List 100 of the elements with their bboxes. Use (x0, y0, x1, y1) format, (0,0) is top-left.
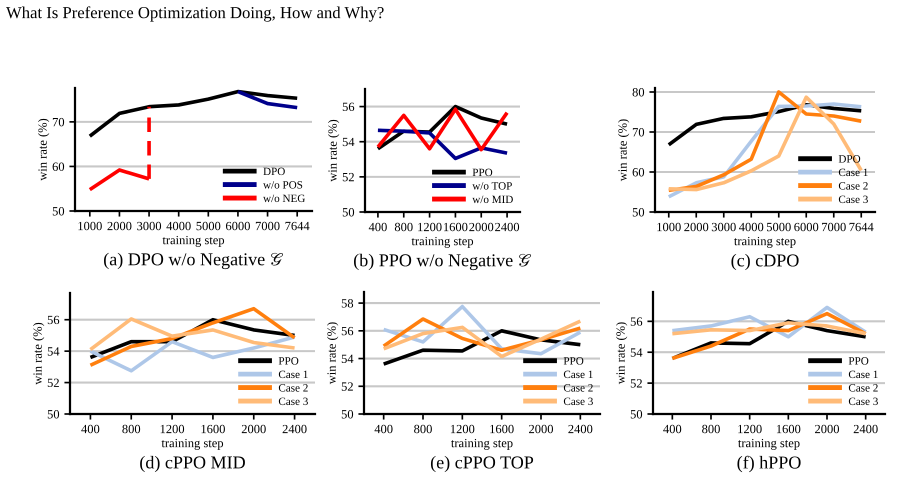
x-tick-label: 4000 (738, 222, 764, 232)
text: (f) hPPO (737, 456, 801, 472)
y-tick-label: 52 (342, 382, 353, 391)
x-tick-label: 7644 (286, 222, 310, 230)
legend-label: PPO (848, 357, 868, 365)
y-tick-label: 80 (632, 88, 644, 96)
legend-label: PPO (564, 357, 584, 365)
y-tick-label: 50 (52, 207, 64, 216)
y-tick-label: 56 (342, 102, 354, 112)
y-tick-label: 60 (632, 168, 644, 176)
y-tick-label: 54 (48, 347, 60, 356)
legend-label: Case 3 (848, 398, 878, 406)
line-series (382, 319, 582, 358)
x-tick-label: 2400 (854, 424, 878, 434)
legend-label: DPO (263, 168, 285, 176)
x-tick-label: 5000 (196, 222, 220, 230)
x-tick-label: 800 (122, 424, 140, 434)
legend-label: Case 3 (838, 196, 868, 204)
legend-label: Case 2 (838, 182, 868, 190)
y-tick-label: 70 (632, 128, 644, 136)
y-tick-label: 56 (630, 317, 642, 326)
x-tick-label: 800 (414, 424, 432, 434)
x-tick-label: 1000 (657, 222, 681, 232)
x-tick-label: 800 (702, 424, 720, 434)
y-tick-label: 54 (342, 138, 354, 146)
x-tick-label: 800 (394, 222, 413, 232)
text: What Is Preference Optimization Doing, How and Why? (6, 6, 384, 22)
x-tick-label: 7644 (850, 222, 874, 232)
x-axis-title: training step (738, 438, 800, 450)
x-tick-label: 2000 (815, 424, 840, 434)
line-series (88, 306, 296, 368)
x-tick-label: 1600 (444, 222, 468, 232)
x-axis-title: training step (162, 236, 224, 247)
x-tick-label: 1200 (450, 424, 474, 434)
x-axis-title: training step (162, 438, 224, 450)
x-tick-label: 400 (368, 222, 387, 232)
y-tick-label: 58 (342, 299, 354, 308)
x-tick-label: 1600 (202, 424, 225, 434)
x-axis-title: training step (451, 438, 513, 450)
y-tick-label: 52 (342, 172, 354, 182)
x-tick-label: 2000 (684, 222, 708, 232)
x-tick-label: 1000 (78, 222, 102, 230)
text: (c) cDPO (731, 254, 799, 270)
x-tick-label: 3000 (712, 222, 736, 232)
legend-label: Case 1 (848, 370, 878, 378)
legend-label: w/o NEG (263, 194, 305, 202)
x-tick-label: 1600 (776, 424, 800, 434)
x-tick-label: 2000 (469, 222, 494, 232)
legend-label: Case 2 (564, 384, 593, 392)
line-series (88, 317, 296, 352)
x-tick-label: 2400 (495, 222, 520, 232)
y-axis-title: win rate (%) (618, 119, 630, 182)
line-series (670, 321, 868, 336)
x-tick-label: 2000 (107, 222, 132, 230)
legend-label: w/o POS (263, 181, 302, 189)
text: (b) PPO w/o Negative 𝒢 (354, 254, 532, 270)
x-tick-label: 2400 (568, 424, 592, 434)
x-tick-label: 5000 (766, 222, 791, 232)
y-tick-label: 50 (342, 208, 354, 216)
x-tick-label: 7000 (822, 222, 846, 232)
y-tick-label: 50 (632, 208, 644, 216)
y-axis-title: win rate (%) (38, 118, 50, 181)
x-tick-label: 6000 (226, 222, 250, 230)
y-tick-label: 50 (630, 410, 642, 418)
x-tick-label: 7000 (256, 222, 280, 230)
legend-label: PPO (278, 357, 298, 365)
legend-label: DPO (838, 155, 860, 163)
y-axis-title: win rate (%) (32, 322, 44, 385)
legend-label: w/o MID (472, 196, 513, 204)
x-tick-label: 1200 (738, 424, 762, 434)
y-tick-label: 52 (48, 378, 59, 388)
legend-label: Case 1 (564, 370, 593, 378)
legend-label: Case 3 (564, 398, 593, 406)
legend-label: Case 2 (278, 384, 308, 392)
y-tick-label: 60 (52, 162, 64, 171)
y-tick-label: 54 (342, 354, 354, 364)
line-series (88, 90, 299, 138)
x-tick-label: 6000 (794, 222, 818, 232)
legend-label: Case 2 (848, 384, 878, 392)
x-tick-label: 1200 (418, 222, 442, 232)
y-tick-label: 70 (52, 118, 64, 126)
x-axis-title: training step (734, 236, 796, 248)
y-tick-label: 54 (630, 348, 642, 357)
y-tick-label: 52 (630, 379, 642, 388)
y-axis-title: win rate (%) (328, 120, 340, 182)
text: (a) DPO w/o Negative 𝒢 (104, 252, 284, 270)
y-axis-title: win rate (%) (326, 322, 338, 384)
x-tick-label: 400 (81, 424, 100, 434)
x-tick-label: 1600 (490, 424, 514, 434)
x-tick-label: 2400 (282, 424, 307, 434)
y-axis-title: win rate (%) (616, 322, 628, 384)
legend-label: w/o TOP (472, 182, 512, 190)
y-tick-label: 56 (48, 316, 60, 324)
x-tick-label: 1200 (160, 424, 184, 434)
text: (e) cPPO TOP (430, 456, 534, 472)
legend-label: Case 3 (278, 398, 308, 406)
y-tick-label: 50 (48, 410, 60, 418)
x-tick-label: 2000 (529, 424, 554, 434)
x-tick-label: 400 (374, 424, 393, 434)
x-tick-label: 4000 (166, 222, 191, 230)
